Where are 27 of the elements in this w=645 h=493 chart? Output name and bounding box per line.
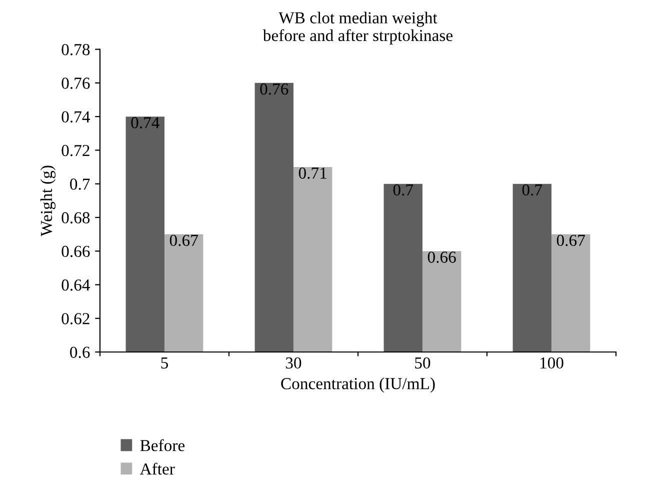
y-tick-label: 0.76 bbox=[62, 78, 90, 89]
x-axis-title: Concentration (IU/mL) bbox=[281, 378, 435, 393]
legend-label: Before bbox=[140, 439, 185, 452]
x-tick-label: 5 bbox=[161, 358, 168, 369]
data-label: 0.76 bbox=[260, 83, 288, 95]
y-tick-label: 0.7 bbox=[70, 178, 90, 190]
x-tick-label: 30 bbox=[286, 357, 302, 369]
data-label: 0.7 bbox=[393, 184, 414, 196]
x-tick-label: 50 bbox=[415, 357, 430, 369]
chart-title: WB clot median weight before and after strptokinase bbox=[262, 12, 452, 45]
y-axis-title: Weight (g) bbox=[40, 166, 56, 236]
y-tick-label: 0.74 bbox=[62, 111, 90, 123]
y-tick-label: 0.78 bbox=[62, 44, 90, 56]
data-label: 0.67 bbox=[170, 234, 198, 246]
y-tick-label: 0.6 bbox=[70, 346, 90, 358]
data-label: 0.71 bbox=[298, 168, 326, 179]
data-label: 0.66 bbox=[428, 252, 456, 263]
y-tick-label: 0.62 bbox=[62, 313, 90, 324]
y-tick-label: 0.66 bbox=[62, 246, 90, 258]
data-label: 0.74 bbox=[131, 117, 160, 128]
y-tick-label: 0.64 bbox=[62, 279, 90, 291]
data-label: 0.7 bbox=[522, 184, 542, 196]
data-label: 0.67 bbox=[556, 234, 585, 246]
legend-label: After bbox=[140, 462, 175, 475]
y-tick-label: 0.72 bbox=[62, 144, 90, 156]
y-tick-label: 0.68 bbox=[62, 212, 90, 224]
x-tick-label: 100 bbox=[540, 357, 564, 369]
